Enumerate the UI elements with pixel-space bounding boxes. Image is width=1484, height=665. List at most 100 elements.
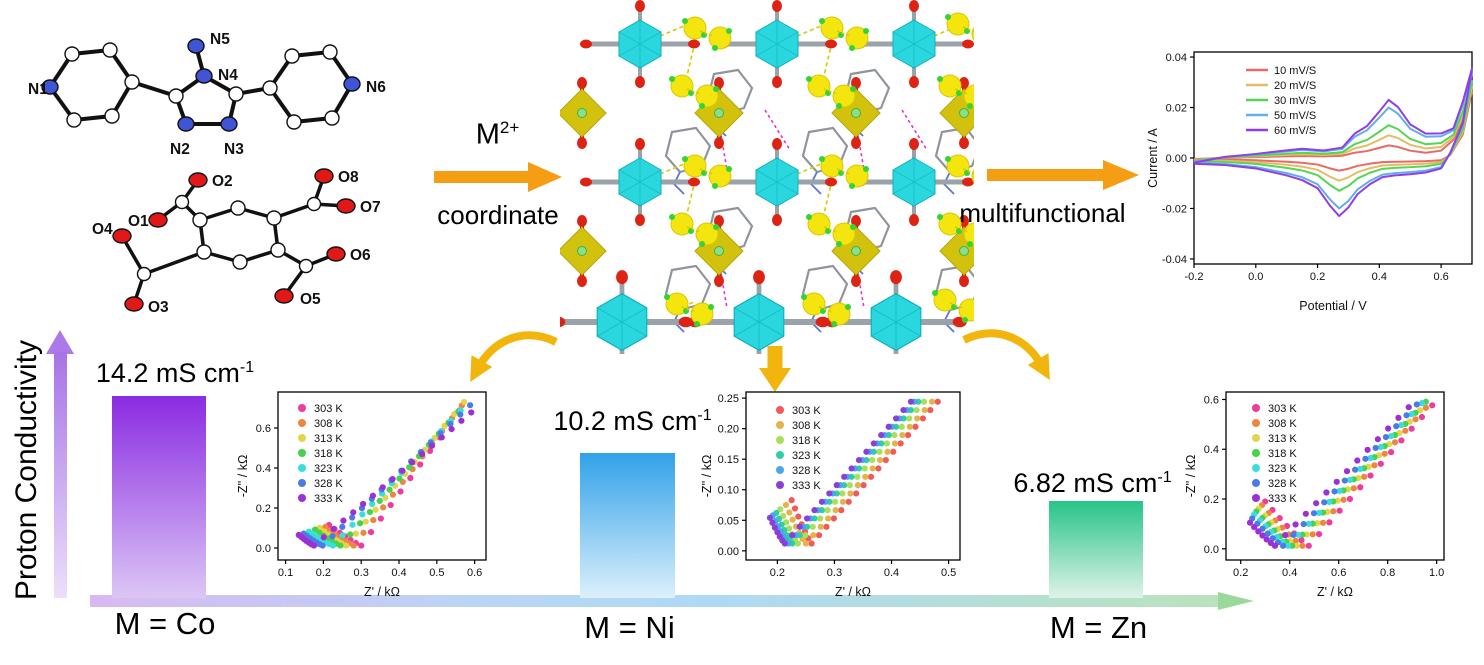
svg-text:0.2: 0.2 <box>1233 567 1248 579</box>
chart-svg: 0.2 0.4 0.6 0.8 1.0 0.0 0.2 0.4 0.6 Z' / kΩ -Z'' /… <box>1184 391 1445 599</box>
svg-text:0.15: 0.15 <box>718 454 739 466</box>
nyquist-plot-zn: 0.2 0.4 0.6 0.8 1.0 0.0 0.2 0.4 0.6 Z' / kΩ -Z'' /… <box>1184 384 1452 600</box>
svg-text:0.0: 0.0 <box>256 543 271 555</box>
svg-text:0.6: 0.6 <box>467 567 482 579</box>
svg-text:333 K: 333 K <box>792 480 821 492</box>
ortep-acid-molecule: O1 O2 O3 O4 O5 O6 O7 O8 <box>92 168 381 316</box>
svg-text:Z' / kΩ: Z' / kΩ <box>1317 585 1353 599</box>
svg-text:-Z'' / kΩ: -Z'' / kΩ <box>1184 455 1198 498</box>
svg-text:0.4: 0.4 <box>1204 444 1219 456</box>
atom-label: O7 <box>360 199 381 216</box>
svg-text:0.2: 0.2 <box>1204 494 1219 506</box>
conductivity-bar-ni <box>580 453 675 598</box>
svg-text:328 K: 328 K <box>314 478 343 490</box>
svg-text:0.6: 0.6 <box>256 423 271 435</box>
svg-text:0.00: 0.00 <box>718 546 739 558</box>
svg-text:0.3: 0.3 <box>354 567 369 579</box>
svg-text:0.6: 0.6 <box>1331 567 1346 579</box>
svg-text:333 K: 333 K <box>1268 493 1297 505</box>
svg-text:0.4: 0.4 <box>391 567 406 579</box>
svg-text:-0.2: -0.2 <box>1185 271 1204 283</box>
coordinate-arrow-icon <box>434 162 562 192</box>
svg-text:0.4: 0.4 <box>1372 271 1387 283</box>
svg-text:0.20: 0.20 <box>718 424 739 436</box>
svg-text:0.2: 0.2 <box>256 503 271 515</box>
atom-label: N1 <box>28 81 48 98</box>
conductivity-value-co: 14.2 mS cm-1 <box>95 358 255 388</box>
svg-text:Potential / V: Potential / V <box>1299 299 1367 313</box>
svg-text:0.10: 0.10 <box>718 485 739 497</box>
svg-text:333 K: 333 K <box>314 493 343 505</box>
svg-text:0.5: 0.5 <box>941 567 956 579</box>
chart-svg: 0.2 0.3 0.4 0.5 0.00 0.05 0.10 0.15 0.20 0.25 Z' /… <box>700 391 961 599</box>
metal-label-ni: M = Ni <box>584 610 675 645</box>
molecule-bonds <box>120 175 347 305</box>
conductivity-value-ni: 10.2 mS cm-1 <box>553 406 712 436</box>
svg-text:-0.02: -0.02 <box>1162 203 1187 215</box>
svg-text:0.6: 0.6 <box>1433 271 1448 283</box>
conductivity-bar-co <box>112 396 206 598</box>
svg-text:60 mV/S: 60 mV/S <box>1274 125 1316 137</box>
multifunctional-caption: multifunctional <box>959 198 1126 228</box>
svg-text:1.0: 1.0 <box>1429 567 1444 579</box>
svg-text:323 K: 323 K <box>792 450 821 462</box>
svg-text:0.6: 0.6 <box>1204 394 1219 406</box>
svg-text:-0.04: -0.04 <box>1162 254 1187 266</box>
svg-text:Current / A: Current / A <box>1146 127 1160 187</box>
metal-label-zn: M = Zn <box>1049 610 1148 645</box>
atom-label: O8 <box>338 169 359 186</box>
svg-text:0.2: 0.2 <box>770 567 785 579</box>
branch-arrow-right-icon <box>962 329 1050 380</box>
molecule-bonds <box>48 45 354 126</box>
multifunctional-arrow-icon <box>987 160 1139 190</box>
svg-text:20 mV/S: 20 mV/S <box>1274 80 1316 92</box>
svg-text:0.00: 0.00 <box>1166 153 1187 165</box>
svg-text:303 K: 303 K <box>1268 403 1297 415</box>
mof-crystal-structure <box>560 0 974 354</box>
metal-ion-label: M2+ <box>475 118 520 151</box>
atom-label: O3 <box>148 299 169 316</box>
svg-text:50 mV/S: 50 mV/S <box>1274 110 1316 122</box>
svg-text:0.3: 0.3 <box>827 567 842 579</box>
svg-text:0.4: 0.4 <box>256 463 271 475</box>
svg-text:Z' / kΩ: Z' / kΩ <box>364 585 400 599</box>
atom-label: N6 <box>366 79 386 96</box>
svg-text:0.1: 0.1 <box>278 567 293 579</box>
svg-text:328 K: 328 K <box>1268 478 1297 490</box>
svg-text:318 K: 318 K <box>792 435 821 447</box>
svg-text:313 K: 313 K <box>314 433 343 445</box>
atom-label: O5 <box>300 291 321 308</box>
svg-text:303 K: 303 K <box>792 405 821 417</box>
atom-label: O4 <box>92 221 113 238</box>
nyquist-plot-ni: 0.2 0.3 0.4 0.5 0.00 0.05 0.10 0.15 0.20 0.25 Z' /… <box>700 384 968 600</box>
svg-text:-Z'' / kΩ: -Z'' / kΩ <box>236 455 250 498</box>
metal-label-co: M = Co <box>114 606 216 641</box>
svg-text:0.2: 0.2 <box>1310 271 1325 283</box>
svg-text:0.2: 0.2 <box>316 567 331 579</box>
svg-text:0.25: 0.25 <box>718 393 739 405</box>
svg-text:318 K: 318 K <box>1268 448 1297 460</box>
svg-text:0.0: 0.0 <box>1248 271 1263 283</box>
svg-text:0.04: 0.04 <box>1166 52 1187 64</box>
svg-text:0.5: 0.5 <box>429 567 444 579</box>
svg-text:0.4: 0.4 <box>1282 567 1297 579</box>
conductivity-axis-shaft <box>54 352 67 598</box>
svg-text:Z' / kΩ: Z' / kΩ <box>835 585 871 599</box>
cv-plot: -0.2 0.0 0.2 0.4 0.6 0.04 0.02 0.00 -0.02 -0.04 Po… <box>1146 38 1480 314</box>
svg-text:0.4: 0.4 <box>884 567 899 579</box>
branch-arrow-down-icon <box>759 346 791 392</box>
molecule-atoms <box>112 168 356 312</box>
svg-text:0.0: 0.0 <box>1204 544 1219 556</box>
atom-label: N2 <box>170 141 190 158</box>
conductivity-axis-arrow-icon <box>46 330 74 354</box>
svg-text:308 K: 308 K <box>792 420 821 432</box>
molecule-atoms <box>41 38 361 132</box>
crystal-metal-nodes <box>560 0 974 354</box>
chart-svg: -0.2 0.0 0.2 0.4 0.6 0.04 0.02 0.00 -0.02 -0.04 Po… <box>1146 51 1473 313</box>
svg-text:308 K: 308 K <box>1268 418 1297 430</box>
atom-label: O1 <box>128 213 149 230</box>
chart-svg: 0.1 0.2 0.3 0.4 0.5 0.6 0.0 0.2 0.4 0.6 Z' / kΩ -Z'… <box>236 391 487 599</box>
svg-text:318 K: 318 K <box>314 448 343 460</box>
svg-text:313 K: 313 K <box>1268 433 1297 445</box>
svg-text:0.8: 0.8 <box>1380 567 1395 579</box>
